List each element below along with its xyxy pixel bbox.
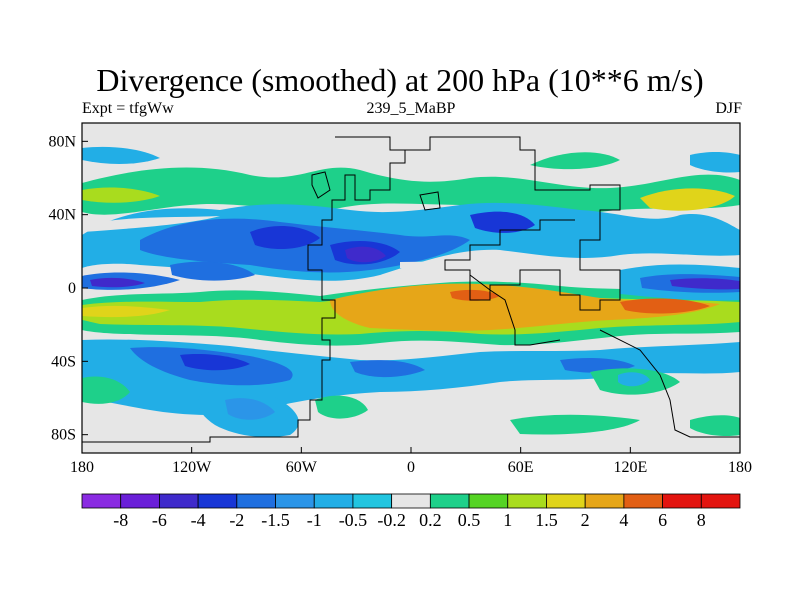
colorbar-swatch bbox=[700, 493, 741, 509]
nh-negative-core-3 bbox=[470, 211, 535, 233]
x-tick-label: 120W bbox=[172, 459, 212, 476]
colorbar-swatch bbox=[391, 493, 431, 509]
sh-southern-green-west bbox=[82, 376, 130, 404]
nh-negative-core-4 bbox=[345, 246, 386, 263]
sh-negative-south-atlantic bbox=[350, 360, 425, 378]
colorbar-level-label: -1 bbox=[307, 510, 322, 530]
tropical-positive-core-west bbox=[82, 305, 170, 318]
colorbar-level-label: 0.5 bbox=[458, 510, 481, 530]
tropical-positive-core-central bbox=[330, 283, 720, 331]
colorbar-swatch bbox=[623, 493, 663, 509]
x-tick-label: 60E bbox=[508, 459, 534, 476]
y-tick-label: 40N bbox=[48, 207, 76, 224]
experiment-id: 239_5_MaBP bbox=[366, 100, 456, 117]
colorbar-swatch bbox=[429, 493, 470, 509]
atlantic-equatorial-core bbox=[90, 277, 145, 288]
x-tick-label: 60W bbox=[286, 459, 318, 476]
east-pacific-positive bbox=[640, 188, 735, 211]
y-tick-label: 0 bbox=[68, 280, 76, 297]
colorbar-swatch bbox=[507, 493, 547, 509]
colorbar-swatch bbox=[159, 493, 199, 509]
colorbar-level-label: -8 bbox=[113, 510, 128, 530]
colorbar-swatch bbox=[275, 493, 315, 509]
y-tick-label: 80N bbox=[48, 133, 76, 150]
nh-polar-green bbox=[530, 152, 620, 170]
tropical-positive-peak-2 bbox=[450, 289, 500, 301]
sh-south-pacific-core bbox=[225, 398, 275, 420]
gap-line-2 bbox=[400, 260, 520, 269]
colorbar-level-label: -4 bbox=[191, 510, 206, 530]
tropical-positive-peak-1 bbox=[620, 298, 710, 314]
colorbar-swatch bbox=[236, 493, 276, 509]
colorbar-swatch bbox=[468, 493, 509, 509]
nh-positive-band bbox=[82, 167, 740, 215]
colorbar-level-label: 1.5 bbox=[535, 510, 558, 530]
sh-southern-green-east bbox=[690, 415, 740, 437]
colorbar-level-label: -0.5 bbox=[339, 510, 368, 530]
colorbar-swatch bbox=[584, 493, 625, 509]
colorbar-level-label: 8 bbox=[697, 510, 706, 530]
experiment-label: Expt = tfgWw bbox=[82, 100, 174, 117]
europe-outline bbox=[419, 191, 441, 211]
colorbar-level-label: 6 bbox=[658, 510, 667, 530]
sh-southern-green-indian bbox=[510, 414, 640, 435]
chart-title: Divergence (smoothed) at 200 hPa (10**6 … bbox=[96, 62, 704, 98]
west-pacific-negative bbox=[170, 261, 255, 281]
colorbar-swatch bbox=[546, 493, 586, 509]
nh-blue-north-east bbox=[690, 151, 740, 173]
coastlines bbox=[82, 136, 740, 443]
africa-outline bbox=[469, 274, 561, 346]
season-label: DJF bbox=[715, 100, 742, 117]
x-tick-label: 180 bbox=[70, 459, 94, 476]
colorbar-level-label: -0.2 bbox=[377, 510, 406, 530]
colorbar-swatch bbox=[197, 493, 238, 509]
sh-negative-core bbox=[180, 354, 250, 371]
colorbar-swatch bbox=[120, 493, 160, 509]
nh-blue-north bbox=[82, 146, 160, 164]
americas-outline bbox=[82, 136, 406, 443]
axis-ticks: 180 120W 60W 0 60E 120E 180 80N 40N 0 40S 80S bbox=[48, 133, 752, 476]
colorbar-level-label: 4 bbox=[619, 510, 628, 530]
sh-southern-blue-dot bbox=[618, 372, 650, 387]
colorbar-level-label: -6 bbox=[152, 510, 167, 530]
colorbar-level-label: 1 bbox=[503, 510, 512, 530]
colorbar-level-label: 2 bbox=[581, 510, 590, 530]
y-tick-label: 40S bbox=[51, 353, 76, 370]
nh-positive-core bbox=[82, 187, 160, 203]
colorbar-level-label: 0.2 bbox=[419, 510, 442, 530]
colorbar-swatch bbox=[352, 493, 393, 509]
equatorial-pacific-peak bbox=[670, 278, 740, 290]
colorbar-swatch bbox=[313, 493, 354, 509]
colorbar-level-label: -2 bbox=[229, 510, 244, 530]
colorbar: -8 -6 -4 -2 -1.5 -1 -0.5 -0.2 0.2 0.5 1 1.5 2 4 6 8 bbox=[81, 493, 741, 530]
x-tick-label: 120E bbox=[613, 459, 647, 476]
sh-southern-green-atlantic bbox=[315, 395, 368, 419]
x-tick-label: 180 bbox=[728, 459, 752, 476]
x-tick-label: 0 bbox=[407, 459, 415, 476]
eurasia-outline bbox=[405, 136, 621, 311]
australia-outline bbox=[599, 329, 740, 438]
nh-negative-core-1 bbox=[250, 226, 320, 250]
colorbar-swatch bbox=[81, 493, 122, 509]
colorbar-level-label: -1.5 bbox=[261, 510, 290, 530]
greenland-outline bbox=[311, 171, 331, 199]
y-tick-label: 80S bbox=[51, 427, 76, 444]
gap-line-1 bbox=[82, 216, 220, 232]
colorbar-swatch bbox=[662, 493, 702, 509]
contour-field bbox=[82, 123, 740, 453]
